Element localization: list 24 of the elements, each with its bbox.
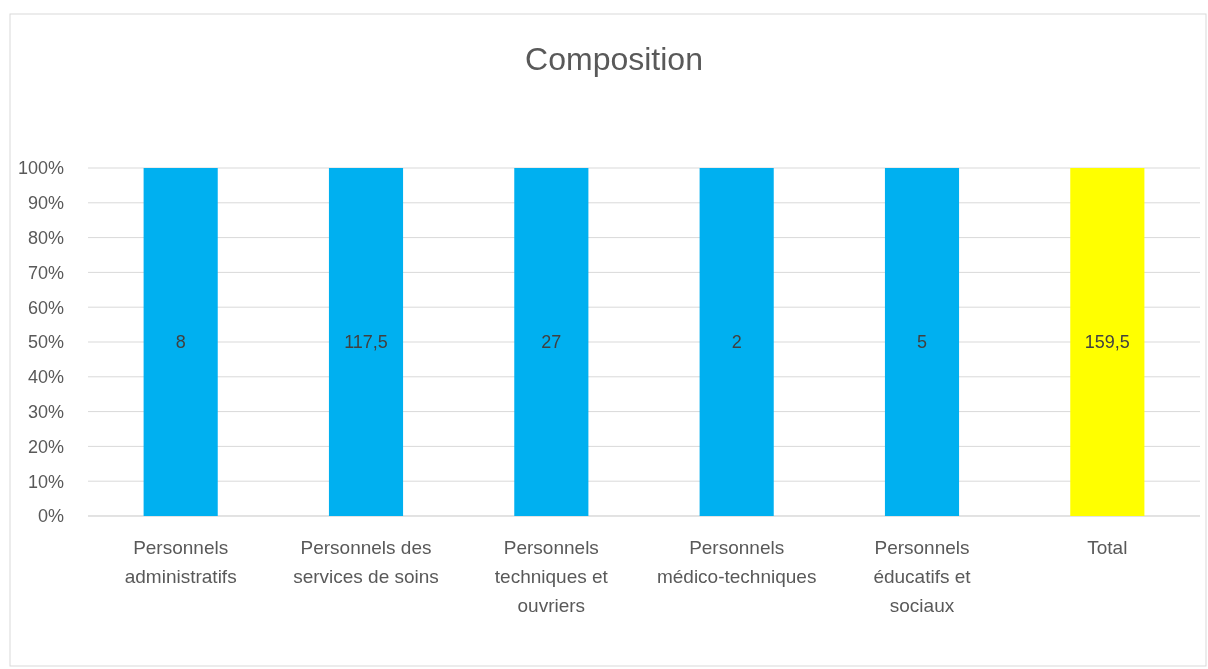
y-tick-label: 60% [27, 297, 64, 318]
x-tick-label: Personnels techniques et ouvriers [494, 537, 609, 616]
annotation: 8 [175, 332, 186, 353]
annotation: 27 [541, 332, 562, 353]
y-tick-label: 40% [27, 367, 64, 388]
y-tick-label: 50% [27, 332, 64, 353]
annotation: 159,5 [1084, 332, 1130, 353]
annotation: 5 [916, 332, 928, 353]
annotation: 2 [731, 332, 742, 353]
y-tick-label: 70% [27, 262, 64, 283]
y-tick-label: 90% [27, 193, 64, 214]
x-tick-label: Total [1087, 537, 1128, 558]
y-tick-label: 100% [17, 158, 64, 179]
y-tick-label: 20% [27, 436, 64, 457]
chart-title: Composition [525, 41, 703, 77]
x-tick-label: Personnels médico-techniques [656, 537, 817, 587]
x-tick-label: Personnels des services de soins [293, 537, 439, 587]
y-tick-label: 80% [27, 227, 64, 248]
y-tick-label: 0% [37, 506, 64, 527]
annotation: 117,5 [344, 332, 388, 353]
y-tick-label: 30% [27, 401, 64, 422]
x-tick-label: Personnels éducatifs et sociaux [873, 537, 972, 616]
y-tick-label: 10% [27, 471, 64, 492]
x-tick-label: Personnels administratifs [124, 537, 237, 587]
